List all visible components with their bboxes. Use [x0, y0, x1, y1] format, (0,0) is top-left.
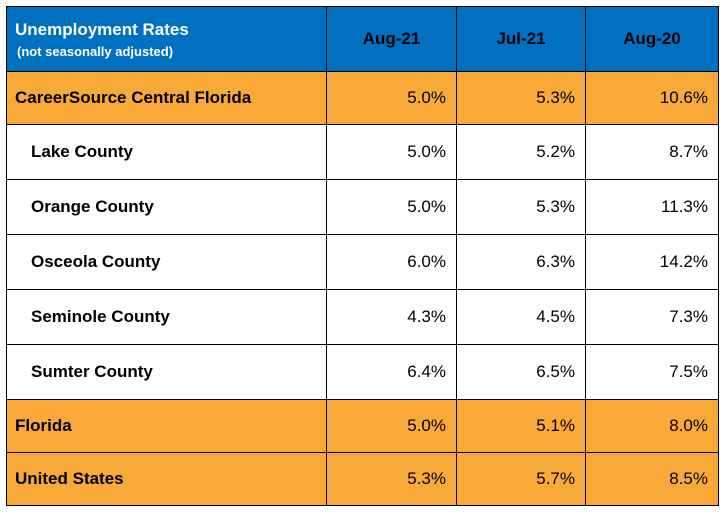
column-header-jul-21: Jul-21: [456, 6, 586, 72]
cell-value: 5.0%: [326, 71, 457, 125]
cell-value: 7.3%: [585, 289, 719, 345]
cell-value: 7.5%: [585, 344, 719, 400]
cell-value: 5.0%: [326, 399, 457, 453]
table-header-row: Unemployment Rates (not seasonally adjus…: [6, 6, 719, 72]
cell-value: 6.0%: [326, 234, 457, 290]
cell-value: 4.5%: [456, 289, 586, 345]
unemployment-rates-table: Unemployment Rates (not seasonally adjus…: [6, 6, 719, 506]
column-header-aug-21: Aug-21: [326, 6, 457, 72]
cell-value: 5.1%: [456, 399, 586, 453]
table-row: Seminole County 4.3% 4.5% 7.3%: [6, 289, 719, 345]
cell-value: 5.0%: [326, 124, 457, 180]
table-row: Sumter County 6.4% 6.5% 7.5%: [6, 344, 719, 400]
cell-value: 5.2%: [456, 124, 586, 180]
cell-value: 8.0%: [585, 399, 719, 453]
cell-value: 6.3%: [456, 234, 586, 290]
row-label: Sumter County: [6, 344, 327, 400]
row-label: Lake County: [6, 124, 327, 180]
table-row: Osceola County 6.0% 6.3% 14.2%: [6, 234, 719, 290]
table-row: United States 5.3% 5.7% 8.5%: [6, 452, 719, 506]
cell-value: 4.3%: [326, 289, 457, 345]
table-row: Florida 5.0% 5.1% 8.0%: [6, 399, 719, 453]
row-label: CareerSource Central Florida: [6, 71, 327, 125]
cell-value: 8.7%: [585, 124, 719, 180]
table-row: Orange County 5.0% 5.3% 11.3%: [6, 179, 719, 235]
cell-value: 11.3%: [585, 179, 719, 235]
table-title-cell: Unemployment Rates (not seasonally adjus…: [6, 6, 327, 72]
cell-value: 5.3%: [456, 71, 586, 125]
cell-value: 10.6%: [585, 71, 719, 125]
cell-value: 5.0%: [326, 179, 457, 235]
cell-value: 5.7%: [456, 452, 586, 506]
table-title: Unemployment Rates: [15, 19, 189, 39]
cell-value: 6.5%: [456, 344, 586, 400]
table-row: CareerSource Central Florida 5.0% 5.3% 1…: [6, 71, 719, 125]
row-label: Orange County: [6, 179, 327, 235]
table-subtitle: (not seasonally adjusted): [17, 43, 174, 59]
cell-value: 6.4%: [326, 344, 457, 400]
row-label: Osceola County: [6, 234, 327, 290]
column-header-aug-20: Aug-20: [585, 6, 719, 72]
table-row: Lake County 5.0% 5.2% 8.7%: [6, 124, 719, 180]
row-label: United States: [6, 452, 327, 506]
cell-value: 5.3%: [326, 452, 457, 506]
cell-value: 8.5%: [585, 452, 719, 506]
cell-value: 14.2%: [585, 234, 719, 290]
row-label: Seminole County: [6, 289, 327, 345]
row-label: Florida: [6, 399, 327, 453]
cell-value: 5.3%: [456, 179, 586, 235]
